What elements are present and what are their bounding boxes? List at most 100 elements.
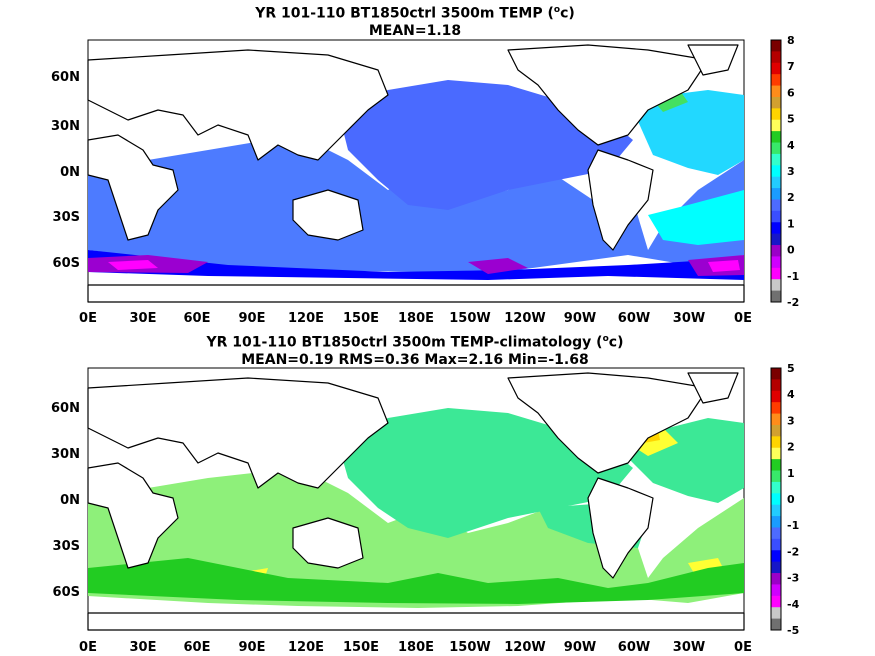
bottom-map-ocean-aqua-green [338, 408, 633, 538]
colorbar-swatch [771, 584, 781, 597]
colorbar-label: 3 [787, 165, 795, 178]
bottom-lon-label: 30W [673, 640, 705, 655]
bottom-map-africa [87, 462, 179, 569]
top-map-lat-axis: 60N 30N 0N 30S 60S [51, 70, 80, 271]
colorbar-label: 2 [787, 441, 795, 454]
bottom-lon-label: 0E [734, 640, 752, 655]
colorbar-swatch [771, 436, 781, 449]
colorbar-label: 2 [787, 191, 795, 204]
colorbar-swatch [771, 459, 781, 472]
bottom-lon-label: 90W [564, 640, 596, 655]
colorbar-swatch [771, 40, 781, 52]
top-map-north-america [507, 44, 709, 146]
bottom-map-stats: MEAN=0.19 RMS=0.36 Max=2.16 Min=-1.68 [241, 351, 589, 368]
bottom-colorbar: 5 4 3 2 1 0 -1 -2 -3 -4 -5 [770, 362, 800, 637]
colorbar-label: -2 [787, 296, 799, 309]
colorbar-swatch [771, 153, 781, 166]
bottom-lat-label: 0N [60, 493, 80, 508]
colorbar-swatch [771, 267, 781, 280]
colorbar-label: 0 [787, 493, 795, 506]
colorbar-swatch [771, 290, 781, 303]
colorbar-swatch [771, 538, 781, 551]
colorbar-frame [770, 39, 782, 303]
top-map-southern-purple [88, 255, 744, 276]
colorbar-label: 4 [787, 388, 795, 401]
top-map-ocean-atlantic [633, 90, 744, 175]
top-lon-label: 30E [130, 311, 157, 326]
bottom-map-eurasia [87, 377, 389, 489]
colorbar-label: 5 [787, 362, 795, 375]
colorbar-swatch [771, 402, 781, 415]
colorbar-swatch [771, 618, 781, 631]
colorbar-swatch [771, 493, 781, 506]
colorbar-swatch [771, 573, 781, 585]
colorbar-swatch [771, 74, 781, 87]
bottom-lat-label: 30S [53, 539, 80, 554]
colorbar-swatch [771, 527, 781, 540]
top-map-mean: MEAN=1.18 [368, 22, 462, 39]
top-lat-label: 0N [60, 165, 80, 180]
bottom-map-lon-axis: 0E 30E 60E 90E 120E 150E 180E 150W 120W … [79, 640, 752, 655]
colorbar-swatch [771, 85, 781, 98]
bottom-lat-label: 30N [51, 447, 80, 462]
top-lon-label: 0E [79, 311, 97, 326]
colorbar-swatch [771, 516, 781, 528]
bottom-lon-label: 0E [79, 640, 97, 655]
colorbar-label: -3 [787, 572, 799, 585]
top-map-south-america [587, 149, 654, 251]
bottom-lon-label: 150E [343, 640, 379, 655]
colorbar-label: -4 [787, 598, 800, 611]
colorbar-swatch [771, 379, 781, 392]
colorbar-swatch [771, 413, 781, 426]
colorbar-label: -5 [787, 624, 799, 637]
top-map-australia [292, 189, 364, 241]
top-map-title-text: YR 101-110 BT1850ctrl 3500m TEMP ( [255, 5, 554, 22]
top-map-plot [87, 39, 745, 303]
colorbar-label: 3 [787, 414, 795, 427]
top-lat-label: 30S [53, 210, 80, 225]
colorbar-label: 1 [787, 217, 795, 230]
top-lon-label: 120W [504, 311, 545, 326]
bottom-map-antarctica [87, 612, 745, 631]
bottom-lon-label: 120W [504, 640, 545, 655]
colorbar-swatch [771, 470, 781, 483]
top-lon-label: 0E [734, 311, 752, 326]
colorbar-label: 7 [787, 60, 795, 73]
colorbar-swatch [771, 447, 781, 460]
bottom-map-green-band [88, 558, 744, 604]
top-map-antarctica [87, 284, 745, 303]
top-map-lon-axis: 0E 30E 60E 90E 120E 150E 180E 150W 120W … [79, 311, 752, 326]
bottom-map-title-text: YR 101-110 BT1850ctrl 3500m TEMP-climato… [206, 334, 603, 351]
top-map-title: YR 101-110 BT1850ctrl 3500m TEMP (oc) ME… [0, 2, 830, 40]
colorbar-swatch [771, 607, 781, 620]
colorbar-label: 1 [787, 467, 795, 480]
colorbar-swatch [771, 424, 781, 437]
top-map-title-tail: c) [560, 5, 575, 22]
colorbar-label: -2 [787, 545, 799, 558]
colorbar-swatch [771, 96, 781, 109]
colorbar-swatch [771, 199, 781, 212]
bottom-lon-label: 180E [398, 640, 434, 655]
top-map-africa [87, 134, 179, 241]
top-lon-label: 180E [398, 311, 434, 326]
colorbar-swatch [771, 62, 781, 75]
top-lon-label: 120E [288, 311, 324, 326]
top-map-title-unit: o [553, 5, 561, 15]
bottom-lon-label: 30E [130, 640, 157, 655]
top-map-eurasia [87, 49, 389, 161]
colorbar-swatch [771, 188, 781, 200]
colorbar-swatch [771, 119, 781, 132]
top-map-ocean-cyan-south [648, 190, 744, 245]
top-lat-label: 60S [53, 256, 80, 271]
bottom-map-north-america [507, 372, 709, 474]
colorbar-swatch [771, 233, 781, 246]
bottom-map-title-tail: c) [608, 334, 624, 351]
bottom-lon-label: 120E [288, 640, 324, 655]
bottom-map-title-unit: o [602, 334, 609, 344]
bottom-map-land [87, 372, 745, 631]
colorbar-swatch [771, 504, 781, 517]
bottom-lon-label: 60W [618, 640, 650, 655]
bottom-map: 60N 30N 0N 30S 60S 0E 30E 60E 90E 120E 1… [51, 362, 800, 655]
colorbar-swatch [771, 256, 781, 269]
bottom-lat-label: 60S [53, 585, 80, 600]
